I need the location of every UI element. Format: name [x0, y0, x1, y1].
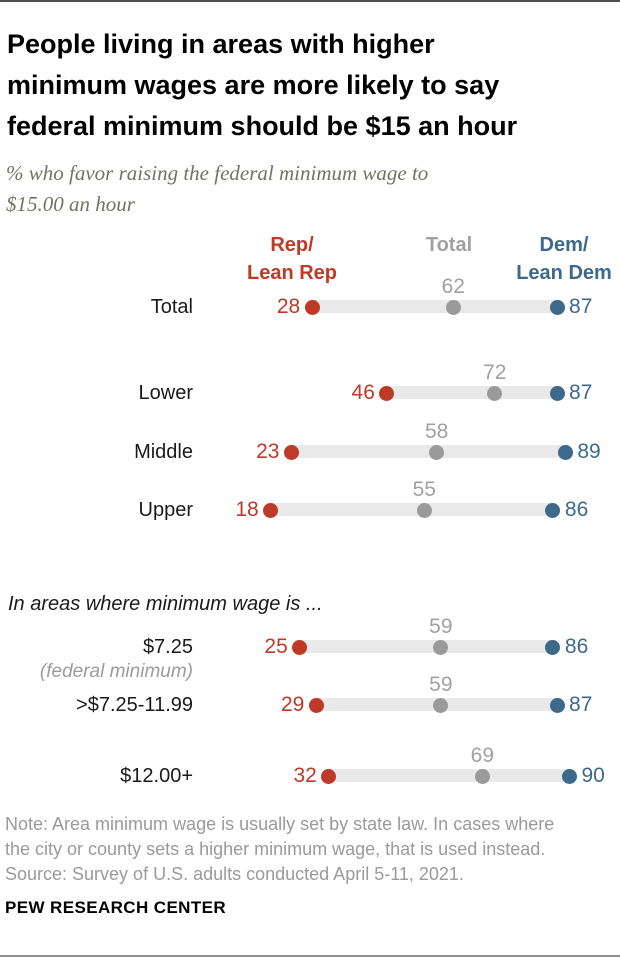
- dot-dem: [549, 697, 565, 713]
- value-dem: 86: [564, 498, 589, 521]
- dot-rep: [379, 385, 395, 401]
- row-sublabel: (federal minimum): [39, 661, 193, 682]
- row-label: Upper: [138, 499, 193, 521]
- dumbbell-track: [292, 640, 560, 653]
- dot-dem: [549, 385, 565, 401]
- value-dem: 89: [577, 440, 601, 463]
- value-total: 55: [412, 478, 436, 501]
- section-heading: In areas where minimum wage is ...: [8, 593, 323, 615]
- dumbbell-track: [305, 300, 565, 313]
- dot-dem: [549, 299, 565, 315]
- value-rep: 25: [264, 635, 288, 658]
- chart-subtitle-line: % who favor raising the federal minimum …: [6, 161, 429, 185]
- legend-total: Total: [425, 234, 473, 256]
- dot-dem: [545, 502, 561, 518]
- chart-subtitle-line: $15.00 an hour: [6, 192, 135, 216]
- value-rep: 18: [235, 498, 259, 521]
- value-rep: 46: [351, 381, 375, 404]
- dot-total: [433, 697, 449, 713]
- value-rep: 32: [293, 764, 317, 787]
- dot-rep: [283, 444, 299, 460]
- legend-rep-line: Lean Rep: [246, 262, 338, 284]
- legend-dem-line: Dem/: [539, 234, 589, 256]
- dot-total: [474, 768, 490, 784]
- chart-subtitle: % who favor raising the federal minimum …: [6, 158, 606, 220]
- dot-rep: [308, 697, 324, 713]
- dot-rep: [304, 299, 320, 315]
- value-rep: 29: [280, 693, 305, 716]
- legend-dem: Dem/ Lean Dem: [474, 231, 620, 287]
- value-dem: 87: [569, 693, 593, 716]
- row-label: >$7.25-11.99: [76, 694, 193, 716]
- note-text: Note: Area minimum wage is usually set b…: [5, 812, 617, 887]
- dot-rep: [263, 502, 279, 518]
- dumbbell-track: [321, 769, 577, 782]
- value-total: 59: [429, 615, 453, 638]
- dot-total: [445, 299, 461, 315]
- dot-total: [416, 502, 432, 518]
- value-dem: 90: [581, 764, 605, 787]
- note-line: the city or county sets a higher minimum…: [5, 839, 546, 859]
- chart-title: People living in areas with higher minim…: [7, 24, 613, 147]
- legend-rep-line: Rep/: [270, 234, 314, 256]
- value-rep: 28: [276, 295, 301, 318]
- row-label: Middle: [134, 441, 193, 463]
- value-total: 58: [425, 420, 449, 443]
- value-rep: 23: [256, 440, 280, 463]
- chart-title-line: People living in areas with higher: [7, 29, 435, 59]
- value-dem: 86: [564, 635, 589, 658]
- dot-rep: [292, 639, 308, 655]
- dumbbell-track: [263, 503, 560, 516]
- dot-total: [433, 639, 449, 655]
- dot-rep: [321, 768, 337, 784]
- row-label: Lower: [138, 382, 193, 404]
- value-dem: 87: [569, 381, 593, 404]
- value-total: 59: [429, 673, 453, 696]
- dot-dem: [562, 768, 577, 784]
- note-line: Note: Area minimum wage is usually set b…: [5, 814, 555, 834]
- dot-total: [487, 385, 503, 401]
- dot-dem: [557, 444, 573, 460]
- chart-title-line: federal minimum should be $15 an hour: [7, 111, 518, 141]
- bottom-rule: [0, 955, 620, 957]
- note-line: Source: Survey of U.S. adults conducted …: [5, 864, 464, 884]
- dumbbell-track: [284, 445, 573, 458]
- value-total: 72: [483, 361, 507, 384]
- value-dem: 87: [569, 295, 593, 318]
- chart-title-line: minimum wages are more likely to say: [7, 70, 500, 100]
- value-total: 69: [470, 744, 495, 767]
- row-label: $7.25: [142, 636, 193, 658]
- dot-dem: [545, 639, 561, 655]
- row-label: Total: [150, 296, 193, 318]
- footer-brand: PEW RESEARCH CENTER: [5, 898, 227, 917]
- top-rule: [0, 0, 620, 2]
- row-label: $12.00+: [120, 765, 193, 787]
- dumbbell-track: [379, 386, 565, 399]
- dot-total: [429, 444, 445, 460]
- legend-dem-line: Lean Dem: [516, 262, 612, 284]
- legend-rep: Rep/ Lean Rep: [202, 231, 382, 287]
- value-total: 62: [441, 275, 465, 298]
